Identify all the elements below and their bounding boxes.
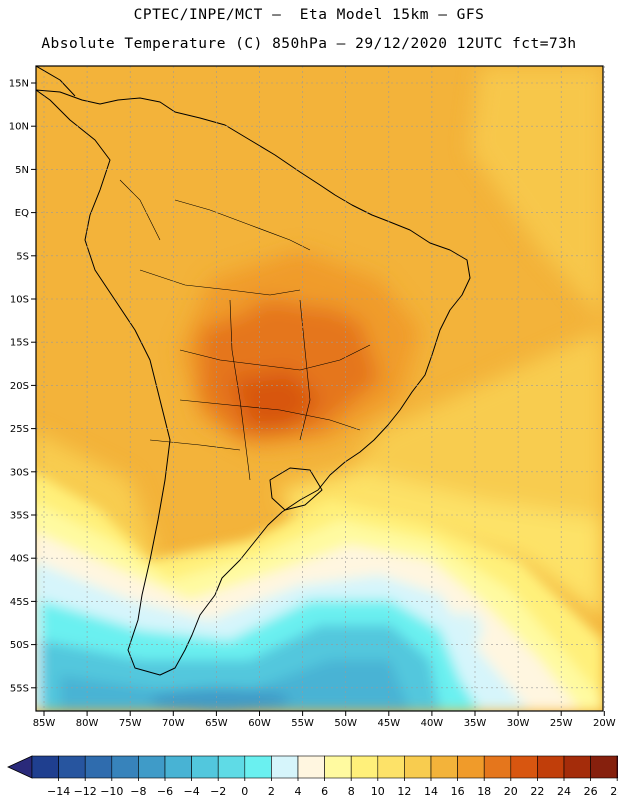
lat-label-0: 15N <box>9 79 29 90</box>
lat-label-5: 10S <box>10 295 29 306</box>
colorbar-label-14: 14 <box>424 785 438 798</box>
colorbar-swatch-21 <box>590 755 618 779</box>
lon-label-10: 35W <box>464 718 487 729</box>
temperature-field <box>36 66 603 711</box>
colorbar-label-10: 6 <box>321 785 328 798</box>
colorbar-label-12: 10 <box>371 785 385 798</box>
colorbar <box>7 755 618 779</box>
lat-label-3: EQ <box>15 208 29 219</box>
lon-label-12: 25W <box>550 718 573 729</box>
colorbar-swatch-8 <box>244 755 272 779</box>
lon-label-2: 75W <box>119 718 142 729</box>
lon-label-1: 80W <box>76 718 99 729</box>
lon-label-7: 50W <box>334 718 357 729</box>
country-borders <box>119 179 371 481</box>
colorbar-swatch-6 <box>191 755 219 779</box>
colorbar-swatch-2 <box>84 755 113 779</box>
colorbar-label-3: −8 <box>130 785 146 798</box>
lon-label-4: 65W <box>205 718 228 729</box>
colorbar-swatch-20 <box>563 755 591 779</box>
colorbar-label-16: 18 <box>477 785 491 798</box>
colorbar-labels: −14 −12 −10 −8 −6 −4 −2 0 2 4 6 8 10 12 14 16 18 20 22 24 26… <box>47 778 618 798</box>
colorbar-swatch-11 <box>324 755 352 779</box>
colorbar-swatch-12 <box>350 755 379 779</box>
map-frame <box>35 65 604 712</box>
lat-label-7: 20S <box>10 381 29 392</box>
colorbar-swatch-1 <box>58 755 86 779</box>
colorbar-label-8: 2 <box>268 785 275 798</box>
lon-label-9: 40W <box>421 718 444 729</box>
colorbar-label-21: 28 <box>610 785 618 798</box>
colorbar-label-2: −10 <box>100 785 123 798</box>
colorbar-label-13: 12 <box>397 785 411 798</box>
colorbar-label-15: 16 <box>451 785 465 798</box>
lat-label-13: 50S <box>10 640 29 651</box>
colorbar-label-11: 8 <box>348 785 355 798</box>
lat-label-8: 25S <box>10 424 29 435</box>
map-subtitle: Absolute Temperature (C) 850hPa – 29/12/… <box>41 36 577 52</box>
lon-label-11: 30W <box>507 718 530 729</box>
colorbar-label-0: −14 <box>47 785 70 798</box>
colorbar-swatch-15 <box>430 755 458 779</box>
colorbar-swatch-4 <box>138 755 166 779</box>
lat-label-1: 10N <box>9 122 29 133</box>
lat-label-4: 5S <box>16 251 29 262</box>
colorbar-label-19: 24 <box>557 785 571 798</box>
lat-label-10: 35S <box>10 511 29 522</box>
lon-label-5: 60W <box>248 718 271 729</box>
colorbar-under-arrow <box>7 755 33 779</box>
colorbar-swatch-3 <box>111 755 139 779</box>
lat-label-9: 30S <box>10 467 29 478</box>
colorbar-label-17: 20 <box>504 785 518 798</box>
colorbar-swatch-14 <box>404 755 432 779</box>
lon-label-6: 55W <box>291 718 314 729</box>
colorbar-swatch-13 <box>377 755 405 779</box>
colorbar-swatch-18 <box>510 755 538 779</box>
lat-label-2: 5N <box>15 165 29 176</box>
longitude-labels: 85W 80W 75W 70W 65W 60W 55W 50W 45W 40W 35W 30W 25W 2… <box>33 711 616 729</box>
colorbar-swatch-5 <box>164 755 192 779</box>
map-title: CPTEC/INPE/MCT – Eta Model 15km – GFS <box>133 7 485 23</box>
colorbar-swatch-17 <box>483 755 512 779</box>
colorbar-label-6: −2 <box>210 785 226 798</box>
colorbar-swatch-7 <box>217 755 246 779</box>
lat-label-11: 40S <box>10 554 29 565</box>
lat-label-14: 55S <box>10 683 29 694</box>
colorbar-label-7: 0 <box>241 785 248 798</box>
lon-label-8: 45W <box>377 718 400 729</box>
colorbar-label-4: −6 <box>157 785 173 798</box>
lon-label-0: 85W <box>33 718 56 729</box>
lon-label-3: 70W <box>162 718 185 729</box>
colorbar-label-1: −12 <box>74 785 97 798</box>
latitude-labels: 15N 10N 5N EQ 5S 10S 15S 20S 25S 30S 35S 40S 45S 50S 5… <box>9 79 36 694</box>
colorbar-label-18: 22 <box>530 785 544 798</box>
colorbar-label-5: −4 <box>183 785 199 798</box>
colorbar-swatch-9 <box>271 755 299 779</box>
lon-label-13: 20W <box>593 718 616 729</box>
colorbar-swatch-16 <box>457 755 485 779</box>
colorbar-swatch-0 <box>31 755 59 779</box>
colorbar-swatch-10 <box>297 755 325 779</box>
colorbar-swatch-19 <box>537 755 565 779</box>
coastline <box>36 66 471 676</box>
colorbar-label-9: 4 <box>295 785 302 798</box>
colorbar-label-20: 26 <box>584 785 598 798</box>
lat-label-6: 15S <box>10 338 29 349</box>
lat-label-12: 45S <box>10 597 29 608</box>
